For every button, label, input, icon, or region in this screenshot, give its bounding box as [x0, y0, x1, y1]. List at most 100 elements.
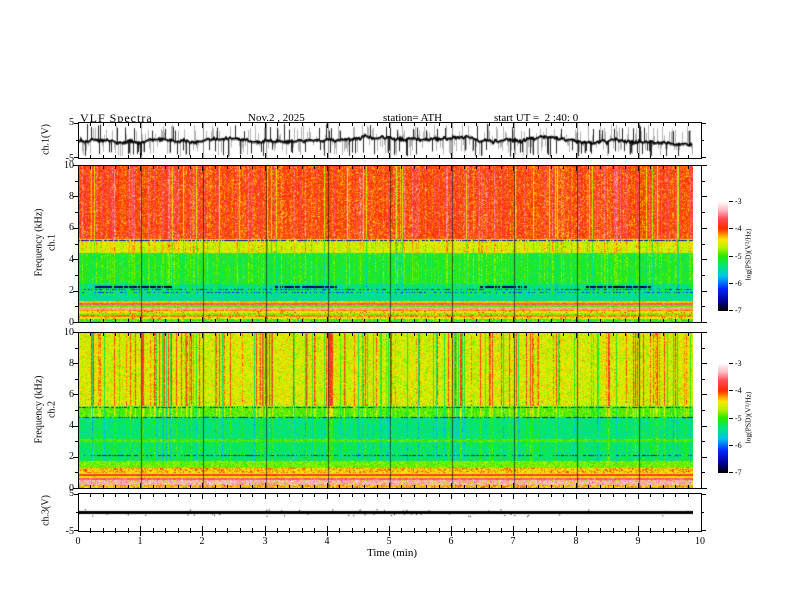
- x-tick: [115, 528, 116, 531]
- colorbar-tick: [729, 390, 733, 391]
- x-tick: [128, 333, 129, 336]
- x-tick: [202, 333, 203, 338]
- x-tick: [588, 166, 589, 169]
- x-tick: [202, 166, 203, 171]
- x-tick: [551, 166, 552, 169]
- ch2-spectrogram-panel: [78, 332, 702, 489]
- x-tick: [215, 485, 216, 488]
- x-tick: [128, 485, 129, 488]
- x-tick: [625, 319, 626, 322]
- x-tick: [339, 166, 340, 169]
- freq-tick: [702, 410, 705, 411]
- x-tick: [526, 528, 527, 531]
- freq-tick: [73, 488, 78, 489]
- x-tick: [265, 526, 266, 531]
- x-tick: [289, 485, 290, 488]
- colorbar-ch2: [718, 363, 728, 473]
- x-tick: [277, 123, 278, 126]
- x-tick-label: 9: [635, 536, 641, 547]
- x-tick: [426, 333, 427, 336]
- x-tick: [451, 333, 452, 338]
- x-tick: [115, 494, 116, 497]
- freq-tick-label: 6: [69, 222, 74, 234]
- freq-tick: [73, 332, 78, 333]
- x-tick: [178, 319, 179, 322]
- freq-tick: [702, 244, 705, 245]
- freq-tick: [702, 457, 707, 458]
- x-tick: [389, 153, 390, 158]
- x-tick: [675, 528, 676, 531]
- x-tick: [439, 155, 440, 158]
- x-tick: [663, 333, 664, 336]
- x-tick: [265, 166, 266, 171]
- x-tick: [451, 123, 452, 128]
- x-tick: [227, 166, 228, 169]
- freq-tick: [75, 212, 78, 213]
- x-tick: [476, 528, 477, 531]
- x-tick: [688, 485, 689, 488]
- x-tick: [277, 528, 278, 531]
- x-tick: [252, 494, 253, 497]
- x-tick: [538, 528, 539, 531]
- x-tick: [588, 494, 589, 497]
- x-tick: [576, 483, 577, 488]
- x-tick: [240, 155, 241, 158]
- freq-tick: [702, 212, 705, 213]
- x-tick: [128, 123, 129, 126]
- x-tick: [364, 123, 365, 126]
- volt-tick: [702, 123, 706, 124]
- x-tick: [352, 123, 353, 126]
- x-tick: [650, 333, 651, 336]
- x-tick: [489, 166, 490, 169]
- x-tick: [389, 166, 390, 171]
- x-tick: [414, 166, 415, 169]
- x-tick: [588, 123, 589, 126]
- freq-tick-label: 6: [69, 388, 74, 400]
- volt-tick: [74, 157, 78, 158]
- x-tick: [178, 494, 179, 497]
- ch1-channel-label: ch.1: [46, 234, 58, 251]
- volt-tick: [76, 512, 78, 513]
- colorbar-tick: [729, 418, 733, 419]
- x-tick: [140, 494, 141, 499]
- x-tick: [240, 528, 241, 531]
- freq-tick-label: 8: [69, 190, 74, 202]
- x-tick: [339, 485, 340, 488]
- freq-tick-label: 4: [69, 253, 74, 265]
- x-tick: [389, 483, 390, 488]
- x-tick: [339, 528, 340, 531]
- x-tick: [538, 531, 539, 533]
- x-tick: [115, 485, 116, 488]
- x-tick: [115, 123, 116, 126]
- x-tick: [401, 333, 402, 336]
- x-tick: [252, 123, 253, 126]
- freq-tick: [702, 363, 707, 364]
- volt-tick: [74, 123, 78, 124]
- x-tick: [128, 155, 129, 158]
- x-tick: [401, 155, 402, 158]
- x-tick: [625, 166, 626, 169]
- x-tick: [202, 153, 203, 158]
- freq-tick: [702, 181, 705, 182]
- x-tick: [613, 531, 614, 533]
- x-tick: [314, 123, 315, 126]
- x-tick: [451, 483, 452, 488]
- colorbar-ch1: [718, 201, 728, 311]
- colorbar-tick-label: -7: [735, 306, 742, 315]
- freq-tick: [702, 165, 707, 166]
- colorbar-tick-label: -6: [735, 441, 742, 450]
- volt-tick: [702, 530, 706, 531]
- x-tick: [364, 528, 365, 531]
- x-tick: [576, 526, 577, 531]
- x-tick: [439, 123, 440, 126]
- x-tick: [115, 319, 116, 322]
- freq-tick: [702, 332, 707, 333]
- x-tick: [90, 528, 91, 531]
- x-tick: [563, 166, 564, 169]
- x-tick: [190, 485, 191, 488]
- x-tick: [513, 494, 514, 499]
- x-tick: [600, 319, 601, 322]
- x-tick: [153, 528, 154, 531]
- x-tick: [377, 528, 378, 531]
- ch1-voltage-axis-label: ch.1(V): [40, 124, 52, 155]
